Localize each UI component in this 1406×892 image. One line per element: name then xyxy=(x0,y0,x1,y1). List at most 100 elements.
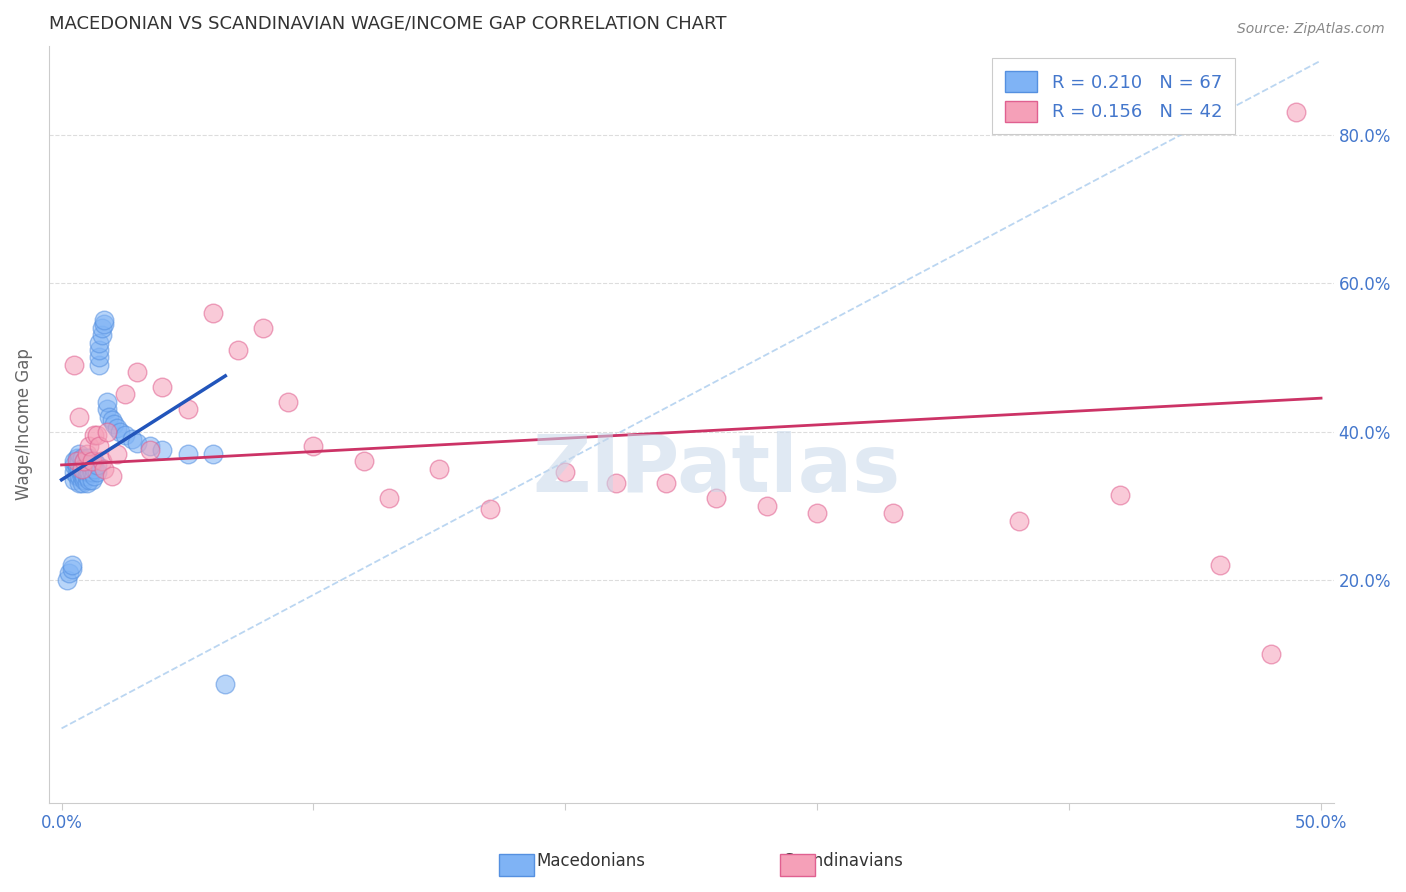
Point xyxy=(138,443,160,458)
Point xyxy=(1209,558,1232,573)
Point xyxy=(93,461,115,475)
Point xyxy=(73,454,96,468)
Point xyxy=(554,466,576,480)
Point xyxy=(89,439,111,453)
Point xyxy=(77,439,100,453)
Point xyxy=(77,466,100,480)
Point xyxy=(67,476,90,491)
Point xyxy=(121,432,143,446)
Point xyxy=(755,499,778,513)
Text: Scandinavians: Scandinavians xyxy=(783,852,904,870)
Point xyxy=(80,458,103,472)
Point xyxy=(76,461,98,475)
Point xyxy=(201,306,224,320)
Point xyxy=(66,458,89,472)
Point xyxy=(90,328,112,343)
Point xyxy=(76,466,98,480)
Point xyxy=(150,380,173,394)
Legend: R = 0.210   N = 67, R = 0.156   N = 42: R = 0.210 N = 67, R = 0.156 N = 42 xyxy=(993,59,1234,135)
Point xyxy=(86,428,108,442)
Point xyxy=(176,402,198,417)
Point xyxy=(77,473,100,487)
Point xyxy=(66,469,89,483)
Text: Source: ZipAtlas.com: Source: ZipAtlas.com xyxy=(1237,22,1385,37)
Point xyxy=(90,454,112,468)
Point xyxy=(93,313,115,327)
Point xyxy=(93,317,115,331)
Point xyxy=(101,469,124,483)
Point xyxy=(73,473,96,487)
Point xyxy=(277,395,299,409)
Point xyxy=(67,454,90,468)
Point xyxy=(73,469,96,483)
Point xyxy=(114,387,136,401)
Point xyxy=(89,358,111,372)
Point xyxy=(108,425,131,439)
Point xyxy=(105,421,128,435)
Point xyxy=(76,476,98,491)
Point xyxy=(96,425,118,439)
Point xyxy=(302,439,325,453)
Point xyxy=(80,454,103,468)
Point xyxy=(63,466,86,480)
Point xyxy=(70,450,93,465)
Point xyxy=(66,450,89,465)
Point xyxy=(138,439,160,453)
Point xyxy=(105,447,128,461)
Point xyxy=(353,454,375,468)
Point xyxy=(201,447,224,461)
Text: MACEDONIAN VS SCANDINAVIAN WAGE/INCOME GAP CORRELATION CHART: MACEDONIAN VS SCANDINAVIAN WAGE/INCOME G… xyxy=(49,15,727,33)
Point xyxy=(103,417,125,431)
Point xyxy=(429,461,451,475)
Point xyxy=(1285,105,1308,120)
Point xyxy=(150,443,173,458)
Point xyxy=(63,458,86,472)
Point xyxy=(83,469,105,483)
Point xyxy=(1260,647,1282,661)
Point xyxy=(63,358,86,372)
Point xyxy=(77,450,100,465)
Point xyxy=(70,461,93,475)
Point xyxy=(127,435,149,450)
Point xyxy=(66,461,89,475)
Point xyxy=(1008,514,1031,528)
Point xyxy=(67,447,90,461)
Y-axis label: Wage/Income Gap: Wage/Income Gap xyxy=(15,348,32,500)
Point xyxy=(83,454,105,468)
Point xyxy=(73,461,96,475)
Point xyxy=(89,351,111,365)
Point xyxy=(60,562,83,576)
Point xyxy=(76,469,98,483)
Point xyxy=(96,395,118,409)
Point xyxy=(1108,488,1130,502)
Point xyxy=(67,409,90,424)
Point xyxy=(98,409,121,424)
Point xyxy=(58,566,80,580)
Point xyxy=(127,365,149,379)
Point xyxy=(226,343,249,357)
Text: Macedonians: Macedonians xyxy=(536,852,645,870)
Point xyxy=(478,502,501,516)
Point xyxy=(76,450,98,465)
Point xyxy=(66,454,89,468)
Point xyxy=(214,677,236,691)
Point xyxy=(80,473,103,487)
Point xyxy=(63,473,86,487)
Point xyxy=(77,458,100,472)
Point xyxy=(86,466,108,480)
Point xyxy=(70,476,93,491)
Point xyxy=(67,469,90,483)
Point xyxy=(89,335,111,350)
Point xyxy=(96,402,118,417)
Point xyxy=(70,469,93,483)
Point xyxy=(101,413,124,427)
Point xyxy=(70,466,93,480)
Point xyxy=(882,506,904,520)
Point xyxy=(83,461,105,475)
Point xyxy=(60,558,83,573)
Point xyxy=(76,458,98,472)
Point xyxy=(80,466,103,480)
Point xyxy=(806,506,828,520)
Point xyxy=(76,447,98,461)
Point xyxy=(252,320,274,334)
